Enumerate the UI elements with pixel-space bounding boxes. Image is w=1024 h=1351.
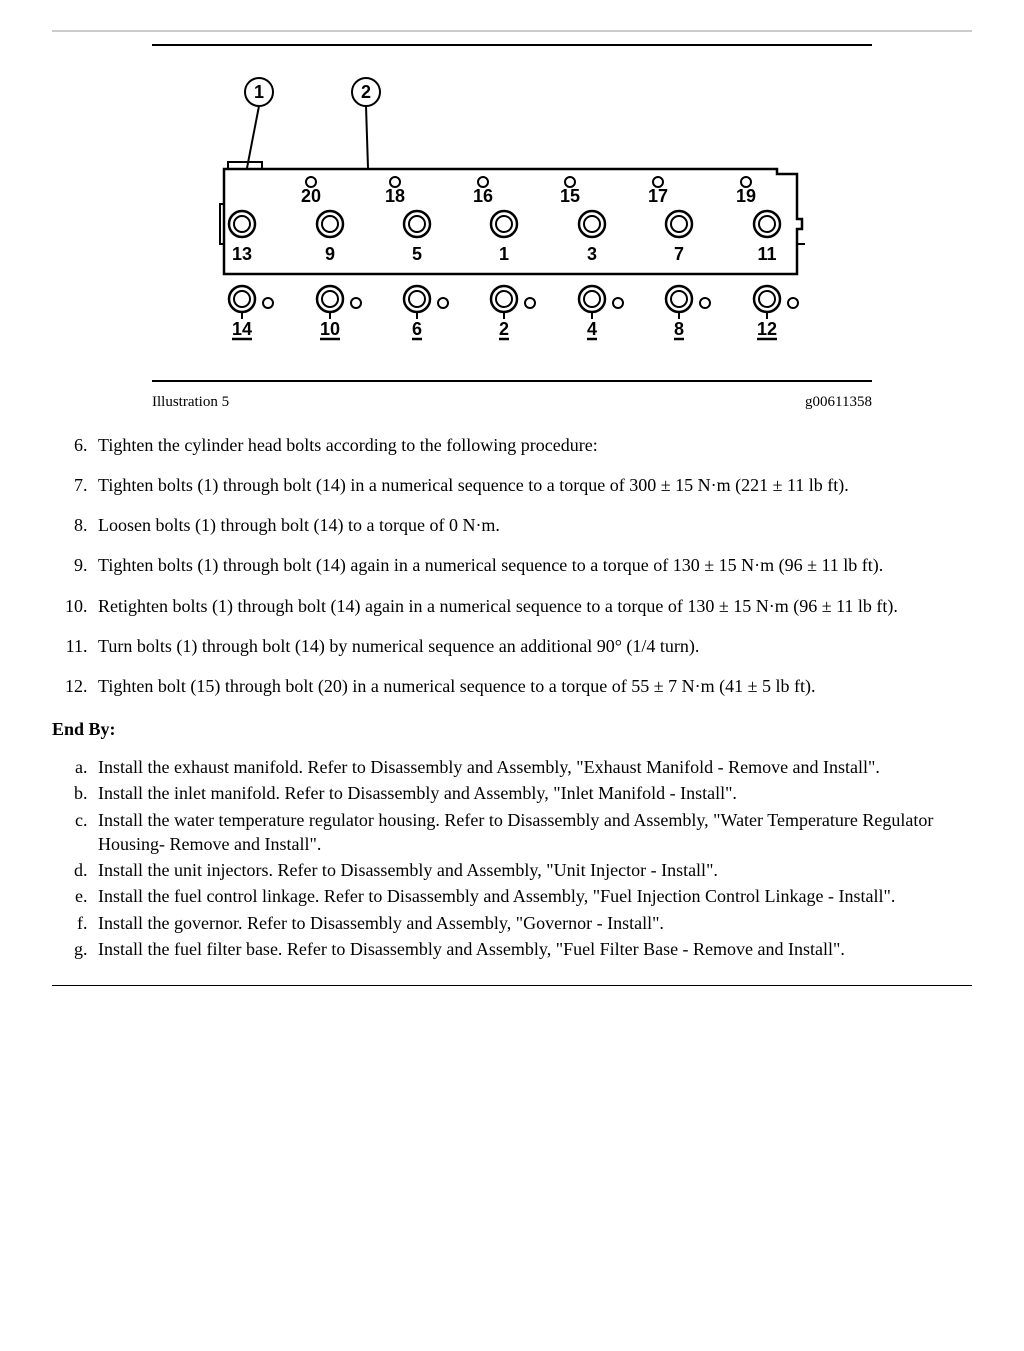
procedure-step: Tighten bolt (15) through bolt (20) in a… (92, 674, 972, 698)
mid-rule (152, 380, 872, 382)
svg-text:7: 7 (674, 244, 684, 264)
end-by-item: Install the governor. Refer to Disassemb… (92, 911, 972, 935)
illustration-code: g00611358 (805, 392, 872, 412)
end-by-item: Install the water temperature regulator … (92, 808, 972, 857)
svg-text:16: 16 (473, 186, 493, 206)
svg-text:2: 2 (499, 319, 509, 339)
svg-text:9: 9 (325, 244, 335, 264)
svg-text:1: 1 (254, 82, 264, 102)
cylinder-head-diagram: 122018161517191395137111410624812 (202, 74, 822, 354)
svg-text:2: 2 (361, 82, 371, 102)
svg-text:12: 12 (757, 319, 777, 339)
svg-text:20: 20 (301, 186, 321, 206)
illustration-caption-row: Illustration 5 g00611358 (152, 392, 872, 412)
end-by-item: Install the unit injectors. Refer to Dis… (92, 858, 972, 882)
end-by-item: Install the fuel control linkage. Refer … (92, 884, 972, 908)
svg-text:5: 5 (412, 244, 422, 264)
top-faint-rule (52, 30, 972, 32)
svg-text:18: 18 (385, 186, 405, 206)
svg-text:3: 3 (587, 244, 597, 264)
end-by-item: Install the fuel filter base. Refer to D… (92, 937, 972, 961)
procedure-step: Tighten the cylinder head bolts accordin… (92, 433, 972, 457)
svg-text:6: 6 (412, 319, 422, 339)
procedure-steps: Tighten the cylinder head bolts accordin… (52, 433, 972, 699)
procedure-step: Tighten bolts (1) through bolt (14) in a… (92, 473, 972, 497)
end-by-heading: End By: (52, 717, 972, 741)
svg-text:11: 11 (757, 244, 776, 264)
svg-text:14: 14 (232, 319, 252, 339)
bottom-rule (52, 985, 972, 986)
procedure-step: Turn bolts (1) through bolt (14) by nume… (92, 634, 972, 658)
illustration-label: Illustration 5 (152, 392, 229, 412)
svg-text:17: 17 (648, 186, 668, 206)
svg-text:4: 4 (587, 319, 597, 339)
svg-text:10: 10 (320, 319, 340, 339)
svg-text:8: 8 (674, 319, 684, 339)
procedure-step: Loosen bolts (1) through bolt (14) to a … (92, 513, 972, 537)
svg-text:15: 15 (560, 186, 580, 206)
illustration-figure: 122018161517191395137111410624812 (52, 74, 972, 360)
svg-text:1: 1 (499, 244, 509, 264)
svg-text:19: 19 (736, 186, 756, 206)
top-rule (152, 44, 872, 46)
end-by-item: Install the inlet manifold. Refer to Dis… (92, 781, 972, 805)
procedure-step: Retighten bolts (1) through bolt (14) ag… (92, 594, 972, 618)
end-by-item: Install the exhaust manifold. Refer to D… (92, 755, 972, 779)
end-by-list: Install the exhaust manifold. Refer to D… (52, 755, 972, 961)
procedure-step: Tighten bolts (1) through bolt (14) agai… (92, 553, 972, 577)
svg-text:13: 13 (232, 244, 252, 264)
